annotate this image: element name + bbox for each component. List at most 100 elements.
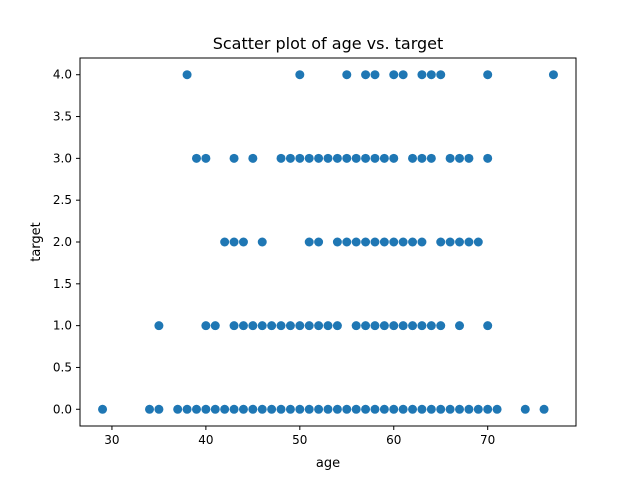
scatter-point: [145, 404, 155, 414]
scatter-point: [445, 237, 455, 247]
y-tick-label: 1.0: [53, 319, 72, 333]
scatter-point: [520, 404, 530, 414]
scatter-point: [248, 153, 258, 163]
y-tick-label: 0.0: [53, 402, 72, 416]
scatter-point: [379, 321, 389, 331]
scatter-point: [455, 404, 465, 414]
scatter-point: [408, 321, 418, 331]
scatter-point: [342, 153, 352, 163]
scatter-point: [267, 404, 277, 414]
scatter-point: [229, 153, 239, 163]
x-tick-label: 70: [480, 433, 495, 447]
plot-frame: [79, 57, 577, 427]
scatter-point: [436, 237, 446, 247]
scatter-point: [408, 404, 418, 414]
scatter-point: [342, 70, 352, 80]
scatter-point: [379, 404, 389, 414]
scatter-point: [304, 153, 314, 163]
scatter-point: [464, 237, 474, 247]
scatter-point: [304, 237, 314, 247]
scatter-point: [257, 237, 267, 247]
ticks-layer: 30 40 50 60 70 0.0 0.5 1.0 1.5 2.0 2.5 3.0 3.5 4.0: [53, 68, 495, 447]
scatter-point: [464, 153, 474, 163]
scatter-point: [351, 321, 361, 331]
scatter-point: [361, 153, 371, 163]
scatter-point: [201, 404, 211, 414]
scatter-point: [210, 404, 220, 414]
scatter-point: [361, 70, 371, 80]
y-tick-label: 3.0: [53, 151, 72, 165]
scatter-point: [370, 70, 380, 80]
scatter-point: [304, 404, 314, 414]
scatter-point: [473, 237, 483, 247]
scatter-point: [248, 321, 258, 331]
scatter-point: [342, 404, 352, 414]
points-layer: [98, 70, 558, 414]
scatter-point: [370, 153, 380, 163]
scatter-point: [285, 404, 295, 414]
scatter-point: [154, 404, 164, 414]
scatter-point: [539, 404, 549, 414]
scatter-point: [464, 404, 474, 414]
scatter-point: [173, 404, 183, 414]
scatter-point: [238, 404, 248, 414]
scatter-point: [201, 153, 211, 163]
x-tick-label: 30: [104, 433, 119, 447]
scatter-point: [295, 70, 305, 80]
scatter-point: [98, 404, 108, 414]
scatter-point: [408, 237, 418, 247]
scatter-point: [220, 237, 230, 247]
scatter-point: [220, 404, 230, 414]
scatter-point: [455, 153, 465, 163]
scatter-point: [483, 70, 493, 80]
scatter-point: [332, 404, 342, 414]
scatter-point: [295, 404, 305, 414]
scatter-point: [201, 321, 211, 331]
scatter-point: [417, 404, 427, 414]
x-axis-label: age: [316, 456, 340, 471]
scatter-point: [314, 404, 324, 414]
scatter-point: [361, 321, 371, 331]
scatter-point: [426, 404, 436, 414]
scatter-point: [370, 237, 380, 247]
scatter-point: [417, 70, 427, 80]
scatter-point: [483, 321, 493, 331]
scatter-point: [342, 237, 352, 247]
scatter-point: [257, 404, 267, 414]
scatter-point: [389, 153, 399, 163]
scatter-point: [445, 404, 455, 414]
scatter-point: [285, 321, 295, 331]
x-tick-label: 40: [198, 433, 213, 447]
scatter-point: [483, 153, 493, 163]
scatter-point: [276, 404, 286, 414]
scatter-point: [238, 321, 248, 331]
scatter-point: [379, 153, 389, 163]
scatter-point: [182, 70, 192, 80]
scatter-point: [455, 321, 465, 331]
y-tick-label: 3.5: [53, 110, 72, 124]
scatter-point: [351, 404, 361, 414]
scatter-point: [267, 321, 277, 331]
scatter-point: [398, 321, 408, 331]
scatter-point: [455, 237, 465, 247]
scatter-point: [191, 404, 201, 414]
scatter-point: [426, 70, 436, 80]
scatter-point: [323, 321, 333, 331]
scatter-point: [445, 153, 455, 163]
scatter-point: [323, 153, 333, 163]
scatter-point: [154, 321, 164, 331]
scatter-point: [408, 153, 418, 163]
scatter-point: [398, 237, 408, 247]
scatter-point: [248, 404, 258, 414]
scatter-point: [417, 321, 427, 331]
scatter-point: [314, 321, 324, 331]
scatter-point: [314, 237, 324, 247]
y-tick-label: 4.0: [53, 68, 72, 82]
scatter-point: [548, 70, 558, 80]
scatter-point: [483, 404, 493, 414]
scatter-point: [276, 321, 286, 331]
scatter-point: [379, 237, 389, 247]
y-tick-label: 0.5: [53, 360, 72, 374]
scatter-point: [426, 321, 436, 331]
